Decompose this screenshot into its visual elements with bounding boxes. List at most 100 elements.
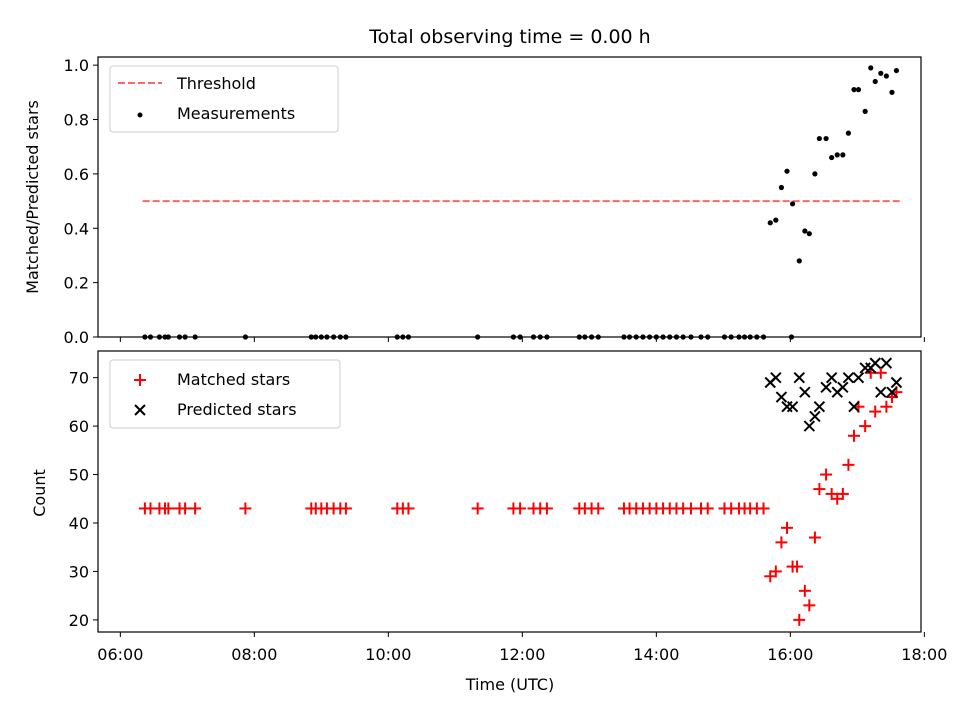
measurement-point (626, 334, 633, 340)
matched-star-marker (847, 429, 860, 442)
measurement-point (633, 334, 639, 340)
measurement-point (331, 334, 337, 340)
measurement-point (728, 334, 734, 340)
predicted-star-marker (770, 371, 782, 384)
measurement-point (475, 334, 481, 340)
xtick-label: 10:00 (365, 645, 411, 664)
measurement-point (308, 334, 314, 340)
measurement-point (176, 334, 183, 340)
bottom-ytick-label: 50 (69, 466, 89, 485)
xtick-label: 06:00 (97, 645, 143, 664)
measurement-point (192, 334, 198, 340)
measurement-point (789, 201, 796, 207)
measurement-point (705, 334, 711, 340)
measurement-point (582, 334, 588, 340)
xtick-label: 16:00 (767, 645, 813, 664)
measurement-point (673, 334, 680, 340)
measurement-point (537, 334, 543, 340)
top-ytick-label: 0.6 (64, 165, 89, 184)
top-ytick-label: 1.0 (64, 56, 89, 75)
measurement-point (767, 220, 773, 226)
matched-star-marker (859, 420, 872, 433)
measurement-point (823, 135, 829, 142)
predicted-star-marker (842, 371, 855, 384)
matched-star-marker (701, 502, 714, 515)
top-ytick-label: 0.4 (64, 219, 89, 238)
top-y-axis-label: Matched/Predicted stars (23, 100, 42, 294)
predicted-star-marker (820, 381, 832, 394)
matched-star-marker (179, 502, 192, 515)
predicted-star-marker (837, 381, 849, 394)
legend-matched-swatch (134, 374, 146, 386)
measurement-point (394, 334, 400, 340)
matched-star-marker (836, 487, 849, 500)
measurement-point (872, 78, 878, 85)
matched-star-marker (514, 502, 527, 515)
bottom-plot-frame (97, 350, 922, 633)
xtick-label: 08:00 (231, 645, 277, 664)
bottom-legend: Matched stars Predicted stars (109, 359, 341, 429)
measurement-point (773, 217, 779, 223)
matched-star-marker (803, 599, 816, 612)
matched-star-marker (189, 502, 202, 515)
measurement-point (588, 334, 595, 340)
top-plot-frame (97, 56, 922, 338)
predicted-star-marker (880, 357, 893, 369)
matched-star-marker (757, 502, 770, 515)
measurement-point (660, 334, 666, 340)
legend-matched-label: Matched stars (177, 370, 290, 389)
measurement-point (760, 334, 767, 340)
measurement-point (510, 334, 517, 340)
xtick-label: 18:00 (901, 645, 947, 664)
legend-measurements-label: Measurements (177, 104, 295, 123)
measurement-point (784, 168, 790, 174)
measurement-point (688, 334, 694, 340)
bottom-ytick-label: 40 (69, 514, 89, 533)
bottom-legend-box (109, 359, 341, 429)
matched-star-marker (880, 400, 893, 413)
predicted-star-marker (786, 401, 799, 413)
bottom-y-axis-label: Count (30, 469, 49, 517)
x-axis-label: Time (UTC) (465, 675, 554, 694)
top-ytick-label: 0.2 (64, 274, 89, 293)
measurement-point (667, 334, 673, 340)
measurement-point (337, 334, 343, 340)
predicted-star-marker (775, 391, 788, 403)
matched-star-marker (775, 536, 788, 549)
measurement-point (802, 228, 808, 234)
matched-star-marker (162, 502, 175, 515)
measurement-point (343, 334, 349, 340)
top-legend-box (109, 65, 339, 133)
measurement-point (544, 334, 550, 340)
legend-measurements-swatch (137, 112, 143, 118)
measurement-point (242, 334, 249, 340)
measurement-point (680, 334, 686, 340)
predicted-star-marker (813, 401, 826, 413)
measurement-point (868, 65, 874, 71)
measurement-point (400, 334, 406, 340)
matched-star-marker (769, 565, 782, 578)
matched-star-marker (540, 502, 553, 515)
bottom-ytick-label: 20 (69, 611, 89, 630)
measurement-point (741, 334, 748, 340)
measurement-point (834, 152, 840, 158)
measurement-point (878, 70, 884, 76)
predicted-star-marker (848, 401, 860, 413)
matched-star-marker (471, 502, 484, 515)
measurement-point (806, 231, 812, 237)
top-y-ticks: 0.0 0.2 0.4 0.6 0.8 1.0 (64, 56, 98, 347)
predicted-star-marker (809, 410, 821, 423)
measurement-point (313, 334, 319, 340)
measurement-point (754, 334, 760, 340)
measurement-point (855, 87, 862, 93)
measurement-point (647, 334, 653, 340)
matched-star-marker (592, 502, 605, 515)
legend-threshold-label: Threshold (176, 74, 256, 93)
bottom-ytick-label: 30 (69, 562, 89, 581)
measurement-point (889, 89, 895, 95)
measurement-point (324, 334, 330, 340)
measurement-point (845, 130, 852, 136)
predicted-star-marker (875, 386, 887, 398)
predicted-star-marker (890, 376, 903, 389)
